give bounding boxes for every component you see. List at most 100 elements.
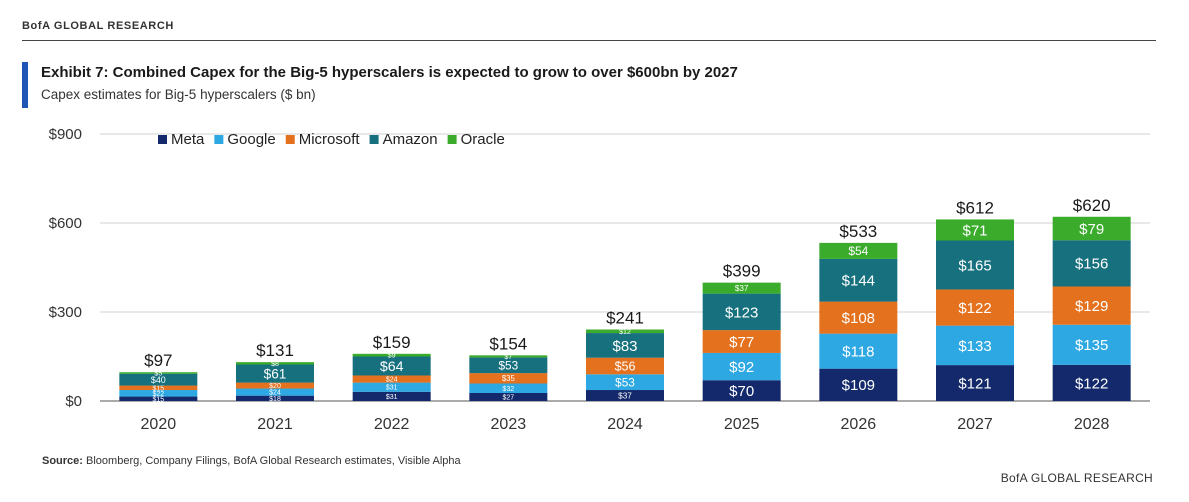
bar-segment-google — [936, 325, 1014, 366]
bar-segment-amazon — [469, 357, 548, 374]
legend-label-meta: Meta — [171, 131, 205, 148]
data-label: $20 — [269, 383, 281, 390]
data-label: $92 — [729, 359, 754, 376]
data-label: $144 — [842, 273, 875, 290]
legend-swatch-microsoft — [285, 135, 295, 144]
total-label: $533 — [839, 222, 877, 241]
bar-segment-microsoft — [352, 375, 431, 383]
y-tick-label: $300 — [49, 304, 82, 321]
total-label: $159 — [373, 333, 411, 352]
bar-segment-google — [819, 333, 898, 369]
data-label: $12 — [619, 329, 631, 336]
data-label: $15 — [152, 385, 164, 392]
bar-segment-meta — [119, 396, 198, 401]
data-label: $61 — [264, 366, 287, 381]
header-divider — [22, 40, 1156, 41]
bar-segment-oracle — [702, 282, 781, 294]
data-label: $121 — [958, 375, 991, 392]
source-label: Source: — [42, 455, 83, 467]
data-label: $37 — [735, 284, 749, 293]
data-label: $133 — [958, 338, 991, 355]
data-label: $56 — [615, 359, 636, 373]
data-label: $27 — [502, 395, 514, 402]
data-label: $8 — [271, 361, 279, 368]
brand-footer: BofA GLOBAL RESEARCH — [1000, 471, 1153, 485]
data-label: $31 — [386, 394, 398, 401]
data-label: $135 — [1075, 337, 1108, 354]
legend-label-oracle: Oracle — [461, 131, 505, 148]
data-label: $165 — [958, 257, 991, 274]
bar-segment-microsoft — [1052, 286, 1131, 325]
data-label: $156 — [1075, 256, 1108, 273]
bar-segment-microsoft — [119, 385, 198, 391]
bar-segment-google — [702, 352, 781, 381]
chart-subtitle: Capex estimates for Big-5 hyperscalers (… — [41, 87, 316, 102]
data-label: $9 — [388, 353, 396, 360]
bar-segment-amazon — [236, 364, 314, 383]
legend-swatch-oracle — [447, 135, 457, 144]
x-tick-label: 2027 — [957, 416, 993, 433]
data-label: $24 — [386, 377, 398, 384]
data-label: $54 — [848, 244, 868, 258]
total-label: $620 — [1073, 196, 1111, 215]
x-tick-label: 2020 — [141, 416, 177, 433]
legend-swatch-meta — [158, 135, 167, 144]
data-label: $109 — [842, 377, 875, 394]
data-label: $64 — [380, 359, 404, 375]
source-text: Bloomberg, Company Filings, BofA Global … — [86, 455, 461, 467]
total-label: $154 — [489, 334, 527, 353]
data-label: $24 — [269, 390, 281, 397]
data-label: $7 — [504, 354, 512, 361]
y-tick-label: $900 — [49, 126, 82, 143]
bar-segment-google — [236, 388, 314, 396]
bar-segment-microsoft — [236, 382, 314, 389]
data-label: $18 — [269, 396, 281, 403]
x-tick-label: 2024 — [607, 416, 643, 433]
data-label: $32 — [502, 385, 514, 393]
bar-segment-google — [586, 374, 664, 391]
bar-segment-amazon — [819, 258, 898, 302]
data-label: $22 — [152, 391, 164, 398]
bar-segment-microsoft — [819, 301, 898, 334]
legend-label-amazon: Amazon — [383, 131, 438, 148]
bar-segment-meta — [586, 390, 664, 401]
data-label: $123 — [725, 304, 758, 321]
bar-segment-amazon — [702, 293, 781, 331]
bar-segment-oracle — [352, 353, 431, 357]
data-label: $15 — [152, 396, 164, 403]
bar-segment-google — [119, 390, 198, 397]
brand-header: BofA GLOBAL RESEARCH — [22, 20, 174, 32]
bar-segment-meta — [469, 392, 548, 401]
data-label: $35 — [502, 374, 516, 383]
chart-title: Exhibit 7: Combined Capex for the Big-5 … — [41, 64, 738, 81]
total-label: $97 — [144, 351, 172, 370]
bar-segment-microsoft — [936, 289, 1014, 326]
data-label: $118 — [842, 344, 874, 361]
bar-segment-oracle — [586, 329, 664, 334]
bar-segment-oracle — [469, 355, 548, 358]
x-tick-label: 2021 — [257, 416, 293, 433]
x-tick-label: 2022 — [374, 416, 410, 433]
bar-segment-microsoft — [702, 330, 781, 353]
data-label: $71 — [962, 222, 987, 239]
data-label: $79 — [1079, 221, 1104, 238]
data-label: $122 — [1075, 375, 1108, 392]
bar-segment-meta — [1052, 364, 1131, 401]
bar-segment-google — [1052, 324, 1131, 365]
bar-segment-oracle — [819, 242, 898, 259]
bar-segment-meta — [236, 395, 314, 401]
data-label: $31 — [386, 385, 398, 392]
bar-segment-amazon — [119, 373, 198, 386]
bar-segment-amazon — [586, 333, 664, 358]
x-tick-label: 2026 — [841, 416, 877, 433]
x-tick-label: 2023 — [491, 416, 527, 433]
bar-segment-amazon — [1052, 240, 1131, 287]
total-label: $612 — [956, 198, 994, 217]
legend-swatch-google — [214, 135, 224, 144]
data-label: $83 — [612, 338, 637, 355]
legend-label-google: Google — [227, 131, 275, 148]
bar-segment-google — [352, 382, 431, 392]
bar-segment-meta — [702, 380, 781, 401]
bar-segment-oracle — [236, 362, 314, 365]
data-label: $53 — [498, 358, 518, 372]
